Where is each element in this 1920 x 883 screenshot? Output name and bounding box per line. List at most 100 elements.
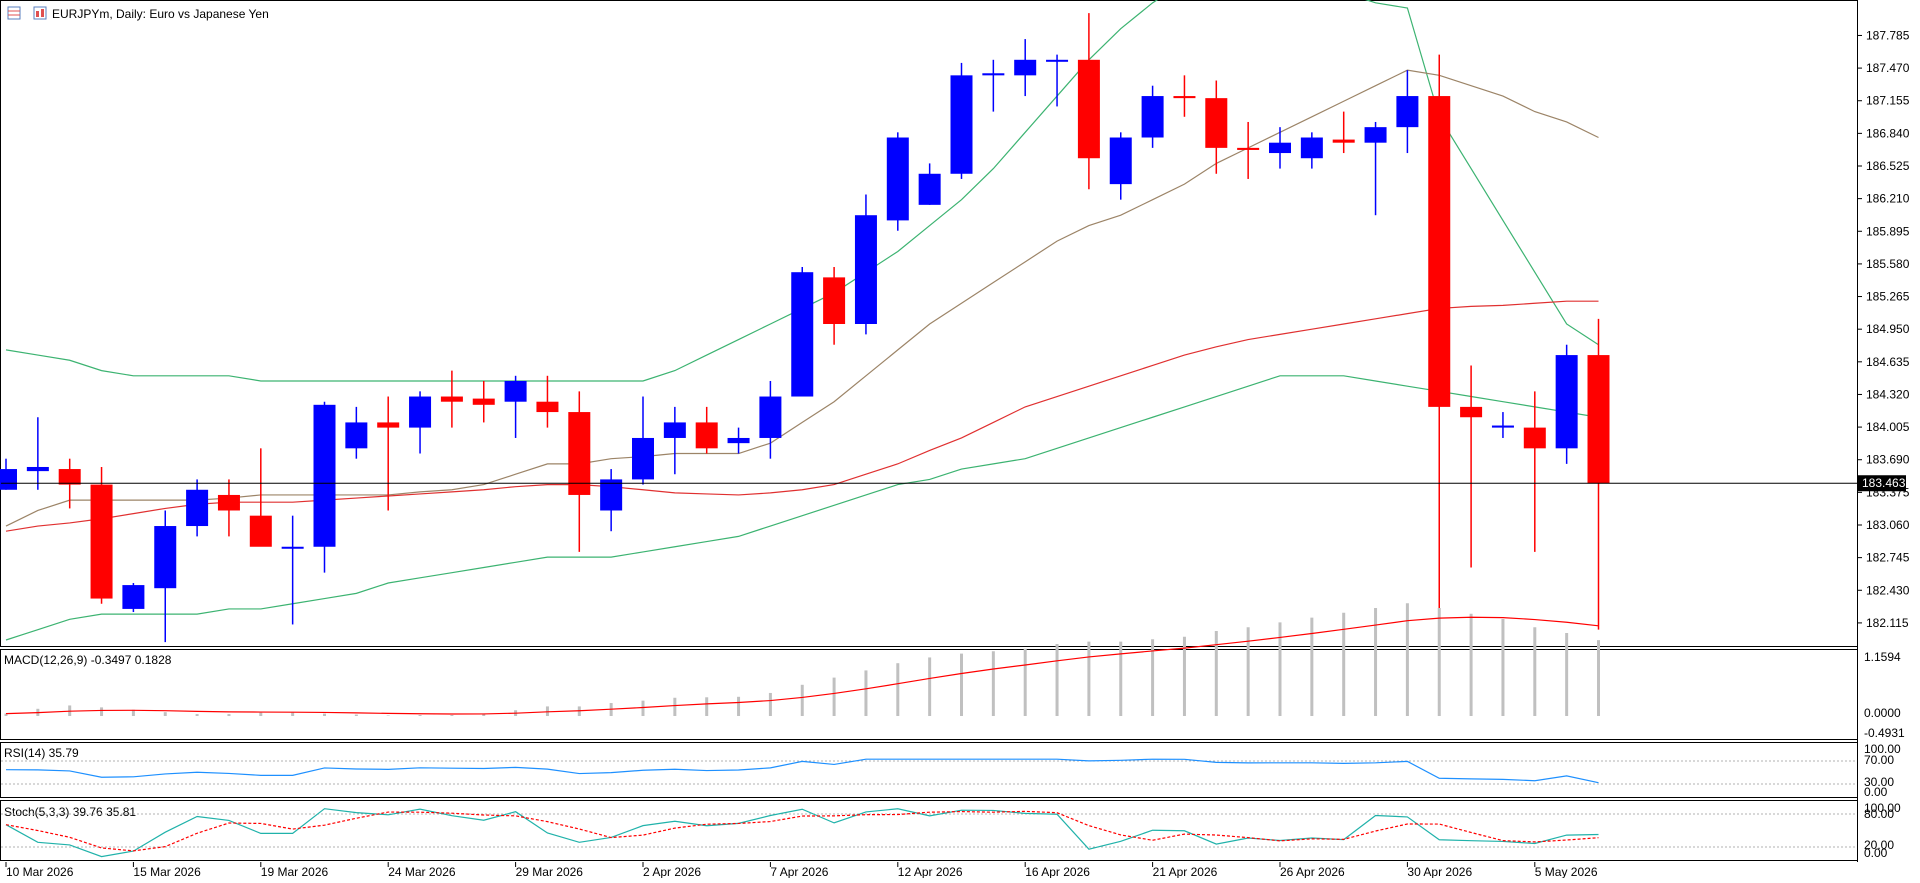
time-tick-label: 19 Mar 2026 — [261, 865, 329, 878]
candle-body — [663, 422, 686, 438]
ma-fast-line — [5, 69, 1599, 527]
price-tick-label: 185.580 — [1866, 257, 1910, 271]
symbol-title: EURJPYm, Daily: Euro vs Japanese Yen — [52, 7, 269, 21]
time-tick-label: 5 May 2026 — [1535, 865, 1598, 878]
price-tick-label: 184.635 — [1866, 355, 1910, 369]
candle-body — [1300, 137, 1323, 159]
price-tick-label: 185.895 — [1866, 224, 1910, 238]
stoch-label: Stoch(5,3,3) 39.76 35.81 — [4, 805, 136, 819]
candle-body — [281, 546, 304, 549]
price-tick-label: 182.430 — [1866, 583, 1910, 597]
rsi-axis-100: 100.00 — [1864, 742, 1901, 756]
candle-body — [154, 526, 177, 589]
candle-body — [950, 75, 973, 174]
candle-body — [217, 494, 240, 511]
time-axis: 10 Mar 2026 15 Mar 2026 19 Mar 2026 24 Mar … — [5, 862, 1598, 879]
main-price-panel — [0, 0, 1858, 647]
stoch-signal-line — [5, 810, 1599, 852]
price-tick-label: 187.155 — [1866, 94, 1910, 108]
candle-body — [1269, 142, 1291, 154]
rsi-axis-30: 30.00 — [1864, 775, 1894, 789]
rsi-axis-70: 70.00 — [1864, 753, 1894, 767]
candle-body — [377, 422, 400, 428]
time-tick-label: 16 Apr 2026 — [1025, 865, 1090, 878]
candle-body — [600, 479, 623, 511]
stoch-axis-20: 20.00 — [1864, 838, 1894, 852]
candle-body — [504, 380, 527, 402]
candle-body — [1523, 427, 1546, 449]
candle-body — [982, 73, 1005, 76]
stoch-axis-0: 0.00 — [1864, 846, 1888, 860]
time-tick-label: 29 Mar 2026 — [516, 865, 584, 878]
candle-body — [472, 398, 495, 405]
candle-body — [1109, 137, 1132, 185]
candle-body — [536, 401, 559, 413]
candle-body — [1587, 355, 1610, 484]
candle-body — [759, 396, 782, 438]
rsi-series — [5, 758, 1599, 784]
current-price-line: 183.463 — [1, 475, 1906, 492]
candle-body — [186, 489, 209, 527]
candle-body — [1332, 139, 1355, 143]
rsi-panel — [0, 742, 1858, 798]
candle-body — [0, 469, 17, 490]
macd-series — [4, 603, 1600, 716]
candle-body — [791, 272, 814, 397]
macd-axis-upper: 1.1594 — [1864, 650, 1901, 664]
candle-body — [695, 422, 718, 449]
price-tick-label: 183.060 — [1866, 518, 1910, 532]
price-tick-label: 187.470 — [1866, 61, 1910, 75]
rsi-label: RSI(14) 35.79 — [4, 746, 79, 760]
candle-body — [1205, 98, 1228, 148]
time-tick-label: 21 Apr 2026 — [1153, 865, 1218, 878]
price-tick-label: 187.785 — [1866, 28, 1910, 42]
macd-signal-line — [5, 616, 1599, 715]
price-tick-label: 185.265 — [1866, 290, 1910, 304]
candle-body — [1364, 127, 1387, 143]
current-price-tag — [1858, 475, 1906, 492]
candle-body — [823, 277, 846, 324]
candle-body — [1077, 59, 1100, 159]
candles — [0, 13, 1610, 643]
candle-body — [1491, 425, 1514, 428]
candle-body — [1428, 96, 1451, 407]
candle-body — [1396, 96, 1419, 128]
candle-body — [1460, 406, 1483, 418]
macd-axis-zero: 0.0000 — [1864, 706, 1901, 720]
price-tick-label: 186.210 — [1866, 192, 1910, 206]
price-tick-label: 182.745 — [1866, 551, 1910, 565]
stoch-panel — [0, 800, 1858, 861]
candle-body — [1046, 59, 1069, 62]
bollinger-lower-line — [5, 375, 1599, 641]
candle-body — [90, 484, 113, 599]
candle-body — [26, 466, 49, 472]
time-tick-label: 2 Apr 2026 — [643, 865, 701, 878]
price-tick-label: 184.320 — [1866, 387, 1910, 401]
candle-body — [440, 396, 463, 402]
time-tick-label: 26 Apr 2026 — [1280, 865, 1345, 878]
candle-body — [1173, 96, 1196, 99]
price-tick-label: 184.005 — [1866, 420, 1910, 434]
price-axis: 187.785 187.470 187.155 186.840 186.525 186.2… — [1857, 28, 1910, 630]
ma-slow-line — [5, 300, 1599, 532]
price-tick-label: 186.525 — [1866, 159, 1910, 173]
table-icon[interactable] — [7, 6, 21, 20]
time-tick-label: 15 Mar 2026 — [133, 865, 201, 878]
time-tick-label: 24 Mar 2026 — [388, 865, 456, 878]
time-tick-label: 12 Apr 2026 — [898, 865, 963, 878]
candle-body — [122, 585, 145, 609]
rsi-axis-0: 0.00 — [1864, 785, 1888, 799]
candle-body — [632, 437, 654, 480]
candle-body — [1141, 96, 1164, 138]
rsi-line — [5, 758, 1599, 784]
candle-body — [409, 396, 432, 428]
candle-body — [918, 173, 941, 205]
candle-body — [58, 469, 81, 485]
chart-icon[interactable] — [33, 6, 47, 20]
stoch-axis-80: 80.00 — [1864, 807, 1894, 821]
time-tick-label: 10 Mar 2026 — [6, 865, 74, 878]
candle-body — [854, 215, 877, 324]
candle-body — [1237, 147, 1260, 150]
time-tick-label: 7 Apr 2026 — [770, 865, 828, 878]
